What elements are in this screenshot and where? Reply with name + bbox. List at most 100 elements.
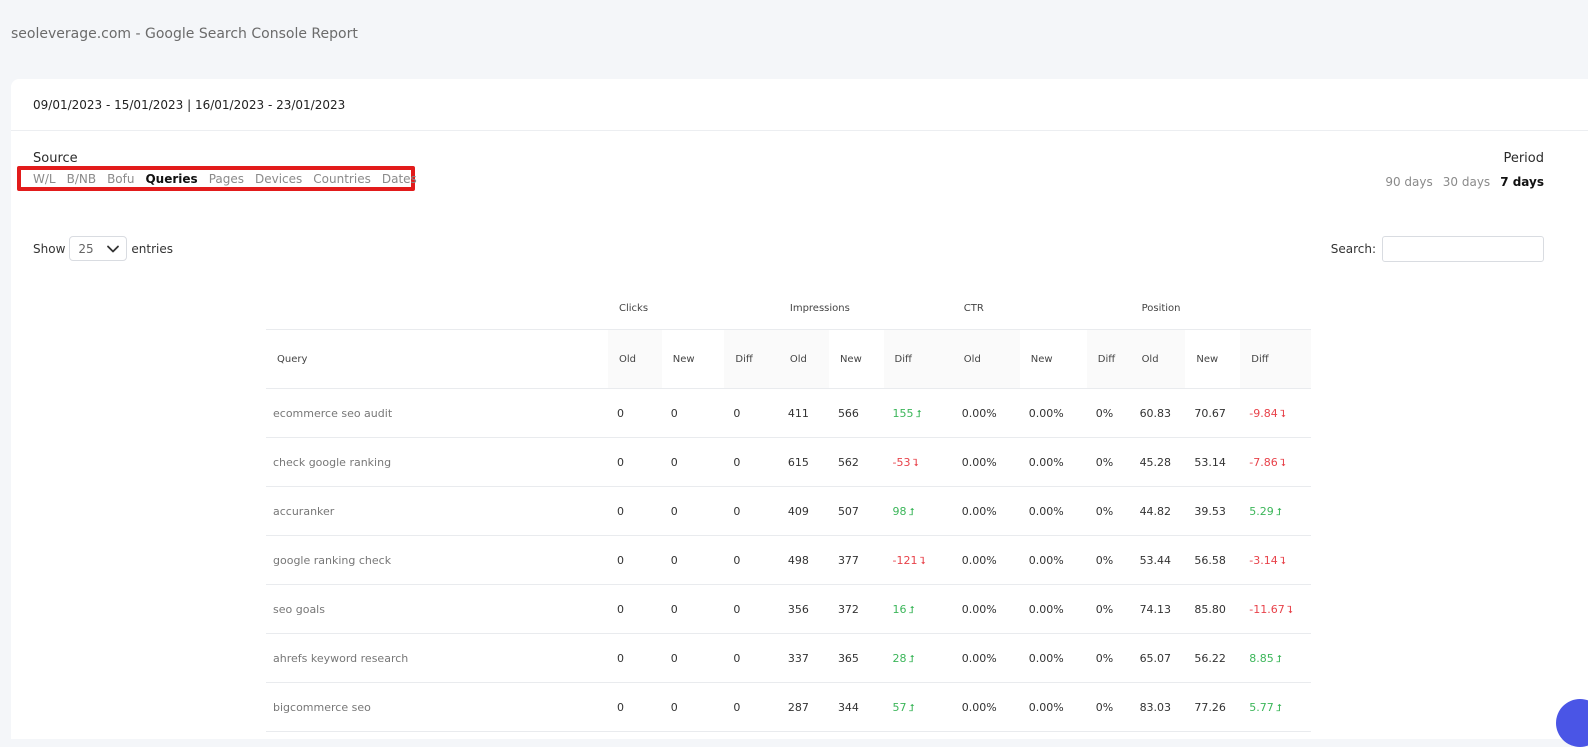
clicks-new-cell: 0 — [661, 633, 725, 683]
position-new-cell: 56.22 — [1185, 633, 1241, 683]
column-header-clicks-diff[interactable]: Diff — [724, 329, 779, 389]
position-old-cell: 74.13 — [1130, 584, 1186, 634]
impressions-old-cell: 409 — [778, 486, 829, 536]
period-tabs: 90 days 30 days 7 days — [1375, 175, 1544, 189]
ctr-old-cell: 0.00% — [952, 486, 1020, 536]
arrow-up-icon: ⮥ — [1275, 506, 1282, 518]
column-header-position-old[interactable]: Old — [1130, 329, 1186, 389]
position-old-cell: 53.44 — [1130, 535, 1186, 585]
clicks-new-cell: 0 — [661, 584, 725, 634]
query-cell: accuranker — [266, 486, 608, 536]
position-new-cell: 53.14 — [1185, 437, 1241, 487]
sub-header-row: Query Old New Diff Old New Diff Old New Diff Old N… — [266, 329, 1311, 389]
ctr-old-cell: 0.00% — [952, 633, 1020, 683]
queries-table: Clicks Impressions CTR Position Query Ol… — [266, 287, 1311, 732]
date-range: 09/01/2023 - 15/01/2023 | 16/01/2023 - 2… — [33, 98, 346, 112]
period-tab-90-days[interactable]: 90 days — [1385, 175, 1433, 189]
clicks-old-cell: 0 — [608, 535, 662, 585]
period-tab-30-days[interactable]: 30 days — [1442, 175, 1491, 189]
clicks-old-cell: 0 — [608, 682, 662, 732]
source-tab-countries[interactable]: Countries — [313, 171, 371, 186]
entries-select[interactable]: 25 — [69, 236, 128, 261]
column-header-ctr-new[interactable]: New — [1019, 329, 1087, 389]
search-input[interactable] — [1382, 236, 1544, 262]
impressions-diff-cell-value: 28 — [892, 651, 907, 665]
arrow-down-icon: ⮧ — [912, 457, 919, 469]
impressions-old-cell: 356 — [778, 584, 829, 634]
clicks-new-cell: 0 — [661, 486, 725, 536]
position-diff-cell-value: 8.85 — [1249, 651, 1274, 665]
ctr-diff-cell: 0% — [1086, 388, 1131, 438]
ctr-new-cell: 0.00% — [1019, 437, 1087, 487]
report-card: 09/01/2023 - 15/01/2023 | 16/01/2023 - 2… — [11, 79, 1588, 739]
impressions-new-cell: 344 — [828, 682, 884, 732]
impressions-diff-cell: -121 ⮧ — [883, 535, 953, 585]
impressions-new-cell: 562 — [828, 437, 884, 487]
position-new-cell: 77.26 — [1185, 682, 1241, 732]
column-header-impressions-new[interactable]: New — [828, 329, 884, 389]
position-diff-cell-value: -3.14 — [1249, 553, 1278, 567]
position-new-cell: 70.67 — [1185, 388, 1241, 438]
position-diff-cell: 8.85 ⮥ — [1240, 633, 1311, 683]
divider — [11, 130, 1588, 131]
column-header-impressions-diff[interactable]: Diff — [883, 329, 953, 389]
impressions-diff-cell: -53 ⮧ — [883, 437, 953, 487]
impressions-diff-cell-value: 16 — [892, 602, 907, 616]
column-header-ctr-diff[interactable]: Diff — [1086, 329, 1131, 389]
position-old-cell: 44.82 — [1130, 486, 1186, 536]
position-diff-cell-value: -11.67 — [1249, 602, 1285, 616]
source-tab-dates[interactable]: Dates — [381, 171, 417, 186]
source-tab-w-l[interactable]: W/L — [33, 171, 56, 186]
column-header-position-diff[interactable]: Diff — [1240, 329, 1311, 389]
clicks-old-cell: 0 — [608, 584, 662, 634]
query-cell: bigcommerce seo — [266, 682, 608, 732]
impressions-diff-cell-value: 155 — [892, 406, 914, 420]
source-tab-queries[interactable]: Queries — [145, 171, 198, 186]
clicks-new-cell: 0 — [661, 437, 725, 487]
clicks-old-cell: 0 — [608, 633, 662, 683]
position-diff-cell: -3.14 ⮧ — [1240, 535, 1311, 585]
clicks-diff-cell: 0 — [724, 535, 779, 585]
ctr-diff-cell: 0% — [1086, 633, 1131, 683]
arrow-down-icon: ⮧ — [1279, 555, 1286, 567]
column-header-position-new[interactable]: New — [1185, 329, 1241, 389]
source-tab-b-nb[interactable]: B/NB — [66, 171, 97, 186]
impressions-diff-cell: 155 ⮥ — [883, 388, 953, 438]
table-row: accuranker 0 0 0 409 507 98 ⮥ 0.00% 0.00% 0% 44.82 3… — [266, 486, 1311, 536]
column-header-ctr-old[interactable]: Old — [952, 329, 1020, 389]
group-header-empty — [266, 287, 608, 330]
ctr-old-cell: 0.00% — [952, 682, 1020, 732]
search-control: Search: — [1331, 236, 1544, 262]
impressions-old-cell: 337 — [778, 633, 829, 683]
table-row: seo goals 0 0 0 356 372 16 ⮥ 0.00% 0.00% 0% 74.13 85… — [266, 584, 1311, 634]
column-header-query[interactable]: Query — [266, 329, 608, 389]
ctr-old-cell: 0.00% — [952, 535, 1020, 585]
column-header-clicks-new[interactable]: New — [661, 329, 725, 389]
ctr-diff-cell: 0% — [1086, 437, 1131, 487]
source-tab-pages[interactable]: Pages — [208, 171, 244, 186]
period-label: Period — [1503, 151, 1544, 166]
arrow-down-icon: ⮧ — [1279, 457, 1286, 469]
source-tab-devices[interactable]: Devices — [255, 171, 303, 186]
clicks-diff-cell: 0 — [724, 486, 779, 536]
ctr-diff-cell: 0% — [1086, 682, 1131, 732]
query-cell: ahrefs keyword research — [266, 633, 608, 683]
group-header-ctr: CTR — [952, 287, 1131, 330]
position-new-cell: 56.58 — [1185, 535, 1241, 585]
clicks-diff-cell: 0 — [724, 388, 779, 438]
column-header-clicks-old[interactable]: Old — [608, 329, 662, 389]
query-cell: check google ranking — [266, 437, 608, 487]
entries-label: entries — [131, 241, 173, 256]
impressions-new-cell: 377 — [828, 535, 884, 585]
source-tab-bofu[interactable]: Bofu — [107, 171, 135, 186]
table-row: google ranking check 0 0 0 498 377 -121 ⮧ 0.00% 0… — [266, 535, 1311, 585]
arrow-up-icon: ⮥ — [908, 604, 915, 616]
arrow-down-icon: ⮧ — [1279, 408, 1286, 420]
ctr-diff-cell: 0% — [1086, 486, 1131, 536]
ctr-old-cell: 0.00% — [952, 388, 1020, 438]
period-tab-7-days[interactable]: 7 days — [1500, 175, 1544, 189]
clicks-new-cell: 0 — [661, 388, 725, 438]
impressions-diff-cell-value: 98 — [892, 504, 907, 518]
ctr-new-cell: 0.00% — [1019, 633, 1087, 683]
column-header-impressions-old[interactable]: Old — [778, 329, 829, 389]
